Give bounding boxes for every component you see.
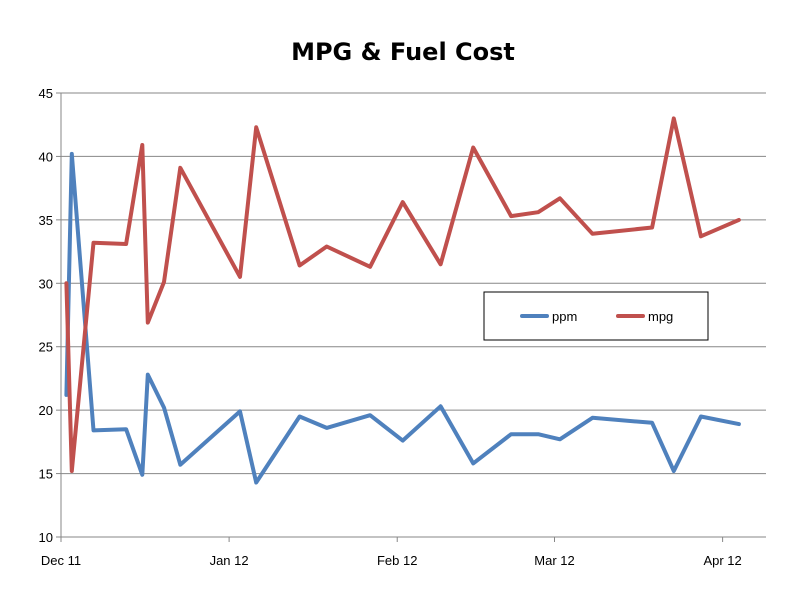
- data-point-ppm: [672, 469, 676, 473]
- y-tick-labels: 10 15 20 25 30 35 40 45: [39, 86, 53, 545]
- data-point-mpg: [254, 125, 258, 129]
- data-point-ppm: [64, 393, 68, 397]
- legend-label-mpg: mpg: [648, 309, 673, 324]
- y-tick-label: 30: [39, 276, 53, 291]
- y-tick-label: 40: [39, 149, 53, 164]
- y-tick-label: 20: [39, 403, 53, 418]
- data-point-ppm: [298, 414, 302, 418]
- series-line-ppm: [64, 151, 741, 485]
- data-point-ppm: [238, 409, 242, 413]
- y-tick-label: 35: [39, 213, 53, 228]
- data-point-ppm: [536, 432, 540, 436]
- data-point-mpg: [699, 234, 703, 238]
- data-point-ppm: [368, 413, 372, 417]
- data-point-ppm: [124, 427, 128, 431]
- data-point-mpg: [509, 214, 513, 218]
- y-tick-label: 25: [39, 340, 53, 355]
- data-point-ppm: [401, 439, 405, 443]
- data-point-mpg: [64, 281, 68, 285]
- data-point-mpg: [672, 116, 676, 120]
- data-point-ppm: [737, 422, 741, 426]
- axes: [56, 92, 766, 542]
- data-point-mpg: [325, 244, 329, 248]
- data-point-ppm: [471, 461, 475, 465]
- data-point-ppm: [558, 437, 562, 441]
- data-point-mpg: [140, 143, 144, 147]
- data-point-ppm: [590, 416, 594, 420]
- x-tick-label: Mar 12: [534, 553, 574, 568]
- data-point-ppm: [509, 432, 513, 436]
- x-tick-labels: Dec 11 Jan 12 Feb 12 Mar 12 Apr 12: [41, 553, 742, 568]
- legend-box: [483, 291, 709, 341]
- data-point-mpg: [590, 232, 594, 236]
- data-point-ppm: [70, 152, 74, 156]
- data-point-mpg: [146, 321, 150, 325]
- data-point-mpg: [368, 265, 372, 269]
- series-line-mpg: [64, 116, 741, 473]
- legend-label-ppm: ppm: [552, 309, 577, 324]
- data-point-mpg: [471, 146, 475, 150]
- data-point-mpg: [558, 196, 562, 200]
- y-tick-label: 15: [39, 467, 53, 482]
- data-point-ppm: [140, 473, 144, 477]
- data-point-mpg: [70, 469, 74, 473]
- legend: ppm mpg: [483, 291, 709, 341]
- data-point-mpg: [650, 225, 654, 229]
- data-point-mpg: [124, 242, 128, 246]
- y-tick-label: 45: [39, 86, 53, 101]
- data-point-mpg: [92, 241, 96, 245]
- data-point-mpg: [238, 275, 242, 279]
- y-tick-label: 10: [39, 530, 53, 545]
- data-point-mpg: [536, 210, 540, 214]
- x-tick-label: Feb 12: [377, 553, 417, 568]
- data-point-ppm: [162, 406, 166, 410]
- data-point-mpg: [298, 264, 302, 268]
- chart-title: MPG & Fuel Cost: [291, 38, 515, 66]
- series-lines: [64, 116, 741, 485]
- data-point-mpg: [737, 218, 741, 222]
- data-point-ppm: [439, 404, 443, 408]
- x-tick-label: Dec 11: [41, 553, 81, 568]
- x-tick-label: Apr 12: [703, 553, 741, 568]
- data-point-mpg: [178, 166, 182, 170]
- data-point-ppm: [650, 421, 654, 425]
- data-point-ppm: [699, 414, 703, 418]
- data-point-ppm: [146, 373, 150, 377]
- data-point-mpg: [401, 200, 405, 204]
- data-point-ppm: [92, 428, 96, 432]
- data-point-ppm: [254, 480, 258, 484]
- x-tick-label: Jan 12: [210, 553, 249, 568]
- data-point-mpg: [439, 262, 443, 266]
- data-point-ppm: [325, 426, 329, 430]
- data-point-mpg: [162, 280, 166, 284]
- data-point-ppm: [178, 463, 182, 467]
